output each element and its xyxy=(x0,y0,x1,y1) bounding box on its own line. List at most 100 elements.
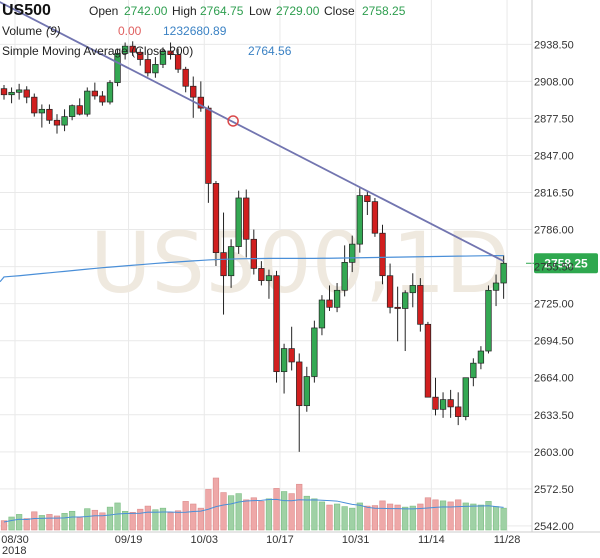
volume-average-line xyxy=(3,498,504,523)
y-tick-label: 2603.00 xyxy=(534,447,574,459)
candle-body xyxy=(485,289,492,352)
low-value: 2729.00 xyxy=(276,4,320,18)
volume-bar xyxy=(409,505,416,531)
candle-body xyxy=(91,90,98,97)
y-tick-label: 2542.00 xyxy=(534,521,574,533)
candle xyxy=(470,358,477,387)
candle xyxy=(205,105,212,203)
candle-body xyxy=(311,327,318,377)
candle-body xyxy=(258,268,265,281)
candle-body xyxy=(114,53,121,83)
volume-param: (9) xyxy=(46,24,61,38)
volume-bar xyxy=(0,520,8,531)
candle-body xyxy=(212,183,220,253)
volume-bar xyxy=(16,514,23,531)
candle xyxy=(296,353,303,452)
volume-bar xyxy=(122,510,129,531)
candle-body xyxy=(470,362,477,379)
candle xyxy=(492,274,500,307)
candle xyxy=(106,80,114,105)
volume-bar xyxy=(371,505,379,531)
volume-bar xyxy=(492,506,500,531)
candle xyxy=(447,389,454,418)
candle xyxy=(273,270,280,383)
y-tick-label: 2664.00 xyxy=(534,373,574,385)
y-tick-label: 2938.50 xyxy=(534,39,574,51)
candle-body xyxy=(159,50,167,65)
symbol-watermark: US500,1D xyxy=(90,214,510,312)
candle-body xyxy=(68,105,76,117)
y-tick-label: 2694.50 xyxy=(534,336,574,348)
y-tick-label: 2725.00 xyxy=(534,299,574,311)
candle xyxy=(174,48,182,73)
candle-body xyxy=(371,201,379,234)
candle xyxy=(462,377,469,421)
candle xyxy=(424,321,432,398)
candle-body xyxy=(409,285,416,294)
volume-bar xyxy=(23,518,30,531)
volume-bar xyxy=(265,498,273,531)
volume-bar xyxy=(167,512,174,531)
volume-bar xyxy=(455,499,462,531)
volume-bar xyxy=(31,511,38,531)
candle-body xyxy=(447,399,454,408)
trendline-segment xyxy=(0,1,505,262)
candle-body xyxy=(265,275,273,281)
candle-body xyxy=(318,299,326,329)
volume-bar xyxy=(250,497,257,531)
candle xyxy=(144,52,151,77)
sma-200-line xyxy=(0,255,504,283)
volume-bar xyxy=(38,515,45,531)
candle xyxy=(333,283,341,313)
candle-body xyxy=(99,95,106,103)
candle-body xyxy=(137,51,144,60)
volume-bar xyxy=(326,504,333,531)
candlesticks xyxy=(0,41,507,452)
volume-bar xyxy=(84,508,91,531)
volume-bar xyxy=(144,505,151,531)
candle-body xyxy=(250,238,257,269)
high-label: High xyxy=(172,4,197,18)
candle-body xyxy=(341,262,348,291)
volume-bar xyxy=(364,505,371,531)
candle-body xyxy=(129,45,136,53)
candle-body xyxy=(349,243,356,263)
candle xyxy=(288,326,295,371)
candle-body xyxy=(227,246,235,277)
volume-bar xyxy=(258,501,265,531)
sma-label: Simple Moving Average (Close 200) xyxy=(2,44,193,58)
volume-bar xyxy=(303,495,310,531)
candle xyxy=(38,104,45,128)
candle-body xyxy=(402,292,409,309)
x-tick-year: 2018 xyxy=(2,545,26,557)
volume-bar xyxy=(349,507,356,531)
volume-bar xyxy=(46,514,53,531)
candle-body xyxy=(84,90,91,115)
candle-body xyxy=(144,59,151,74)
candle-body xyxy=(303,376,310,407)
candle xyxy=(311,320,318,383)
candle-body xyxy=(8,91,15,96)
trendline[interactable] xyxy=(0,0,505,262)
x-tick-label: 11/28 xyxy=(494,534,521,546)
volume-bar xyxy=(280,491,288,531)
volume-bar xyxy=(386,503,394,531)
candle-body xyxy=(280,348,288,373)
candle-body xyxy=(167,50,174,56)
candle-body xyxy=(121,45,129,54)
candle xyxy=(356,188,363,253)
candle xyxy=(129,41,136,56)
volume-bar xyxy=(288,493,295,531)
candle xyxy=(15,83,23,100)
candle xyxy=(349,235,356,273)
candle-body xyxy=(76,105,83,115)
candle xyxy=(280,343,288,394)
volume-bar xyxy=(470,503,477,531)
candle xyxy=(439,392,447,418)
x-tick-label: 11/14 xyxy=(418,534,445,546)
volume-bar xyxy=(182,501,189,531)
candle xyxy=(379,224,386,285)
candle-body xyxy=(38,108,45,114)
volume-bar xyxy=(197,507,204,531)
